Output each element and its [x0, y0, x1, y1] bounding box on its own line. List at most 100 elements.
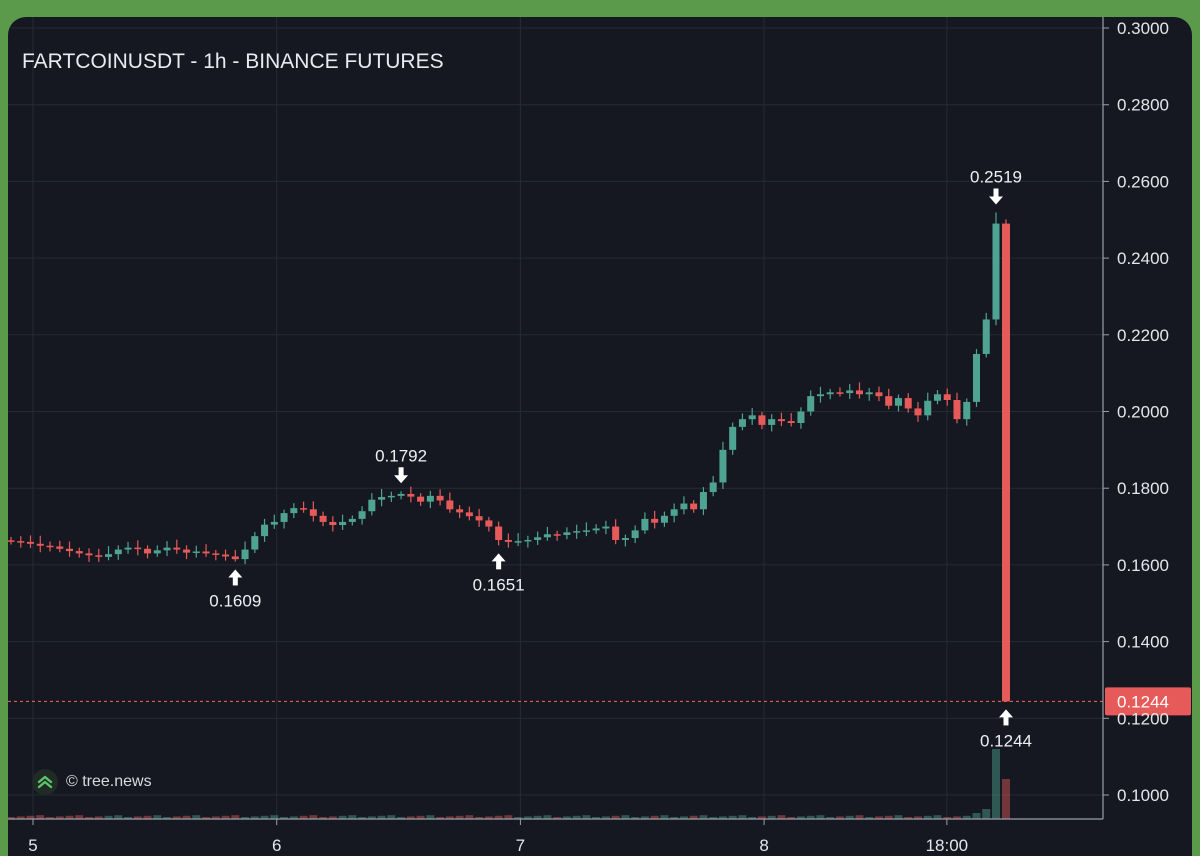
annotation-label: 0.1651 — [473, 575, 525, 594]
candle — [358, 506, 366, 525]
candle — [407, 486, 415, 503]
candle — [992, 212, 1000, 326]
candle — [329, 516, 337, 532]
volume-bar — [699, 815, 708, 819]
y-tick-label: 0.3000 — [1117, 19, 1169, 38]
volume-bar — [962, 815, 971, 819]
volume-bar — [913, 816, 922, 819]
candle — [339, 514, 347, 531]
candle — [894, 394, 902, 412]
volume-bar — [767, 815, 776, 819]
volume-bar — [260, 815, 269, 819]
last-price-badge: 0.1244 — [1105, 687, 1191, 716]
candle — [105, 546, 113, 561]
candle — [290, 503, 298, 519]
volume-bar — [377, 815, 386, 819]
volume-bar — [455, 815, 464, 819]
volume-bar — [494, 815, 503, 819]
volume-bar — [94, 816, 103, 819]
candle — [1002, 219, 1010, 702]
volume-bar — [26, 815, 35, 819]
volume-bar — [114, 815, 123, 819]
volume-bars — [8, 749, 1010, 819]
candle — [26, 535, 35, 549]
candle — [924, 392, 932, 421]
y-tick-label: 0.2000 — [1117, 403, 1169, 422]
volume-bar — [777, 815, 786, 819]
volume-bar — [65, 815, 74, 819]
volume-bar — [894, 815, 903, 819]
candle — [729, 422, 737, 455]
volume-bar — [465, 815, 474, 819]
candle — [709, 475, 717, 497]
candle — [66, 541, 74, 557]
candle — [621, 534, 629, 547]
volume-bar — [660, 815, 669, 819]
candle — [163, 541, 171, 557]
volume-bar — [221, 815, 230, 819]
candle — [124, 541, 132, 554]
watermark[interactable]: © tree.news — [32, 769, 152, 795]
volume-bar — [601, 816, 610, 819]
watermark-text: © tree.news — [66, 773, 152, 790]
volume-bar — [124, 817, 133, 819]
volume-bar — [299, 815, 308, 819]
candle — [748, 408, 756, 425]
candle — [787, 413, 795, 427]
volume-bar — [36, 815, 45, 819]
candle — [387, 491, 395, 503]
volume-bar — [874, 816, 883, 819]
volume-bar — [952, 816, 961, 819]
candle — [690, 500, 698, 513]
volume-bar — [992, 749, 1000, 819]
volume-bar — [728, 815, 737, 819]
volume-bar — [182, 815, 191, 819]
volume-bar — [884, 815, 893, 819]
candle — [222, 549, 230, 561]
x-tick-label: 18:00 — [926, 836, 969, 855]
candle — [144, 545, 152, 559]
volume-bar — [572, 815, 581, 819]
volume-bar — [319, 817, 328, 819]
volume-bar — [816, 815, 825, 819]
grid — [8, 17, 1103, 819]
volume-bar — [582, 815, 591, 819]
price-annotation: 0.1792 — [375, 446, 427, 484]
candle — [631, 525, 639, 544]
candle — [768, 414, 776, 432]
price-annotation: 0.1609 — [209, 569, 261, 610]
volume-bar — [133, 816, 142, 819]
last-price-label: 0.1244 — [1117, 692, 1169, 711]
candle — [953, 392, 961, 424]
candle — [485, 516, 493, 532]
volume-bar — [75, 815, 84, 819]
candle — [417, 493, 425, 506]
y-tick-label: 0.1200 — [1117, 709, 1169, 728]
candle — [183, 545, 191, 560]
candle — [465, 506, 473, 521]
volume-bar — [348, 815, 357, 819]
annotation-label: 0.1609 — [209, 591, 261, 610]
volume-bar — [855, 815, 864, 819]
volume-bar — [202, 817, 211, 819]
volume-bar — [328, 816, 337, 819]
candle — [46, 541, 54, 552]
candle — [514, 533, 522, 547]
candle — [212, 549, 220, 561]
candle — [368, 493, 376, 516]
volume-bar — [543, 815, 552, 819]
candle — [777, 412, 785, 427]
candles — [8, 212, 1010, 702]
candle — [378, 488, 386, 507]
annotation-label: 0.1244 — [980, 731, 1032, 750]
candle — [95, 548, 103, 562]
volume-bar — [553, 817, 562, 819]
down-arrow-icon — [394, 475, 409, 484]
candlestick-chart[interactable]: 0.1609 0.1792 0.1651 0.2519 0.1244 0.1244 0.3… — [8, 17, 1192, 856]
volume-bar — [1002, 779, 1010, 819]
candle — [231, 549, 239, 562]
volume-bar — [689, 815, 698, 819]
volume-bar — [904, 817, 913, 819]
volume-bar — [397, 817, 406, 819]
volume-bar — [592, 817, 601, 819]
